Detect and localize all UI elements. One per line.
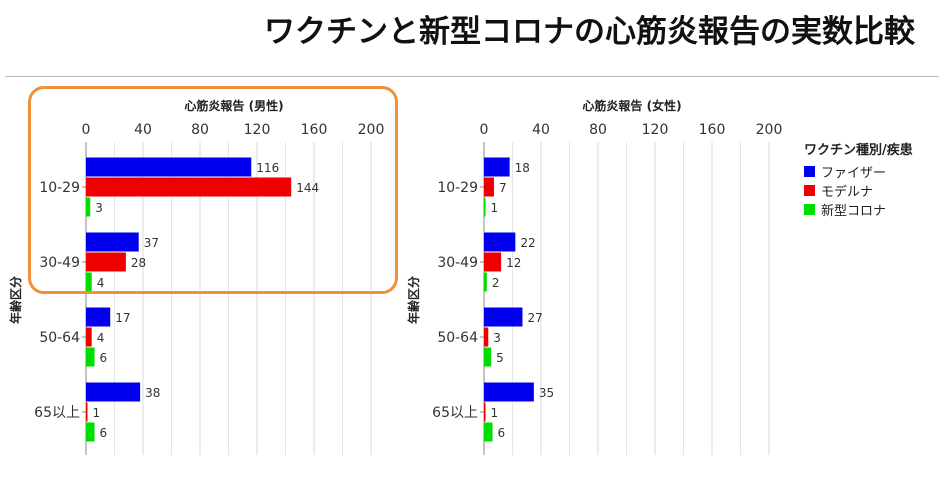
x-tick-label: 120 <box>642 122 669 138</box>
data-label: 7 <box>499 181 507 195</box>
data-label: 3 <box>493 331 501 345</box>
data-label: 3 <box>95 201 103 215</box>
divider <box>5 76 939 77</box>
x-tick-label: 40 <box>532 122 550 138</box>
y-axis-label: 年齢区分 <box>8 276 23 324</box>
bar-pfizer <box>484 232 516 252</box>
bar-moderna <box>484 327 489 347</box>
category-label: 65以上 <box>432 405 478 421</box>
x-tick-label: 200 <box>756 122 783 138</box>
data-label: 27 <box>527 311 542 325</box>
legend-label: 新型コロナ <box>821 204 887 219</box>
data-label: 5 <box>496 351 504 365</box>
bar-covid <box>86 272 92 292</box>
legend-label: モデルナ <box>821 185 874 200</box>
chart-title: 心筋炎報告 (女性) <box>582 98 681 113</box>
x-tick-label: 40 <box>134 122 152 138</box>
legend-label: ファイザー <box>821 166 887 181</box>
bar-covid <box>484 422 493 442</box>
legend-item-moderna[interactable]: モデルナ <box>804 181 913 200</box>
y-axis-label: 年齢区分 <box>406 276 421 324</box>
category-label: 50-64 <box>39 330 80 346</box>
data-label: 35 <box>539 386 554 400</box>
data-label: 17 <box>115 311 130 325</box>
x-tick-label: 160 <box>301 122 328 138</box>
legend-item-pfizer[interactable]: ファイザー <box>804 162 913 181</box>
highlight-box <box>28 86 398 294</box>
bar-moderna <box>86 327 92 347</box>
x-tick-label: 120 <box>244 122 271 138</box>
data-label: 18 <box>515 161 530 175</box>
data-label: 1 <box>93 406 101 420</box>
chart-title: 心筋炎報告 (男性) <box>184 98 283 113</box>
bar-moderna <box>484 252 502 272</box>
data-label: 37 <box>144 236 159 250</box>
x-tick-label: 0 <box>82 122 91 138</box>
data-label: 1 <box>491 406 499 420</box>
legend-swatch-covid <box>804 204 815 215</box>
data-label: 4 <box>97 276 105 290</box>
data-label: 6 <box>100 426 108 440</box>
category-label: 30-49 <box>39 255 80 271</box>
bar-pfizer <box>484 307 523 327</box>
x-tick-label: 80 <box>191 122 209 138</box>
bar-moderna <box>86 177 292 197</box>
bar-pfizer <box>86 157 252 177</box>
bar-covid <box>484 347 492 367</box>
legend-item-covid[interactable]: 新型コロナ <box>804 200 913 219</box>
data-label: 144 <box>296 181 319 195</box>
category-label: 50-64 <box>437 330 478 346</box>
x-tick-label: 200 <box>358 122 385 138</box>
bar-covid <box>86 347 95 367</box>
legend: ワクチン種別/疾患 ファイザー モデルナ 新型コロナ <box>804 139 913 219</box>
x-tick-label: 160 <box>699 122 726 138</box>
bar-moderna <box>484 177 494 197</box>
bar-moderna <box>86 252 126 272</box>
bar-pfizer <box>86 382 141 402</box>
data-label: 38 <box>145 386 160 400</box>
category-label: 65以上 <box>34 405 80 421</box>
data-label: 2 <box>492 276 500 290</box>
category-label: 30-49 <box>437 255 478 271</box>
data-label: 6 <box>498 426 506 440</box>
data-label: 6 <box>100 351 108 365</box>
page-title: ワクチンと新型コロナの心筋炎報告の実数比較 <box>264 14 915 50</box>
data-label: 28 <box>131 256 146 270</box>
bar-covid <box>484 197 486 217</box>
data-label: 116 <box>256 161 279 175</box>
data-label: 22 <box>520 236 535 250</box>
category-label: 10-29 <box>39 180 80 196</box>
bar-covid <box>484 272 487 292</box>
bar-covid <box>86 422 95 442</box>
category-label: 10-29 <box>437 180 478 196</box>
data-label: 1 <box>491 201 499 215</box>
legend-title: ワクチン種別/疾患 <box>804 143 913 158</box>
bar-pfizer <box>484 157 510 177</box>
legend-swatch-moderna <box>804 185 815 196</box>
bar-moderna <box>86 402 88 422</box>
x-tick-label: 80 <box>589 122 607 138</box>
legend-swatch-pfizer <box>804 166 815 177</box>
bar-covid <box>86 197 91 217</box>
bar-pfizer <box>86 307 111 327</box>
bar-pfizer <box>484 382 534 402</box>
data-label: 12 <box>506 256 521 270</box>
bar-moderna <box>484 402 486 422</box>
bar-pfizer <box>86 232 139 252</box>
x-tick-label: 0 <box>480 122 489 138</box>
data-label: 4 <box>97 331 105 345</box>
